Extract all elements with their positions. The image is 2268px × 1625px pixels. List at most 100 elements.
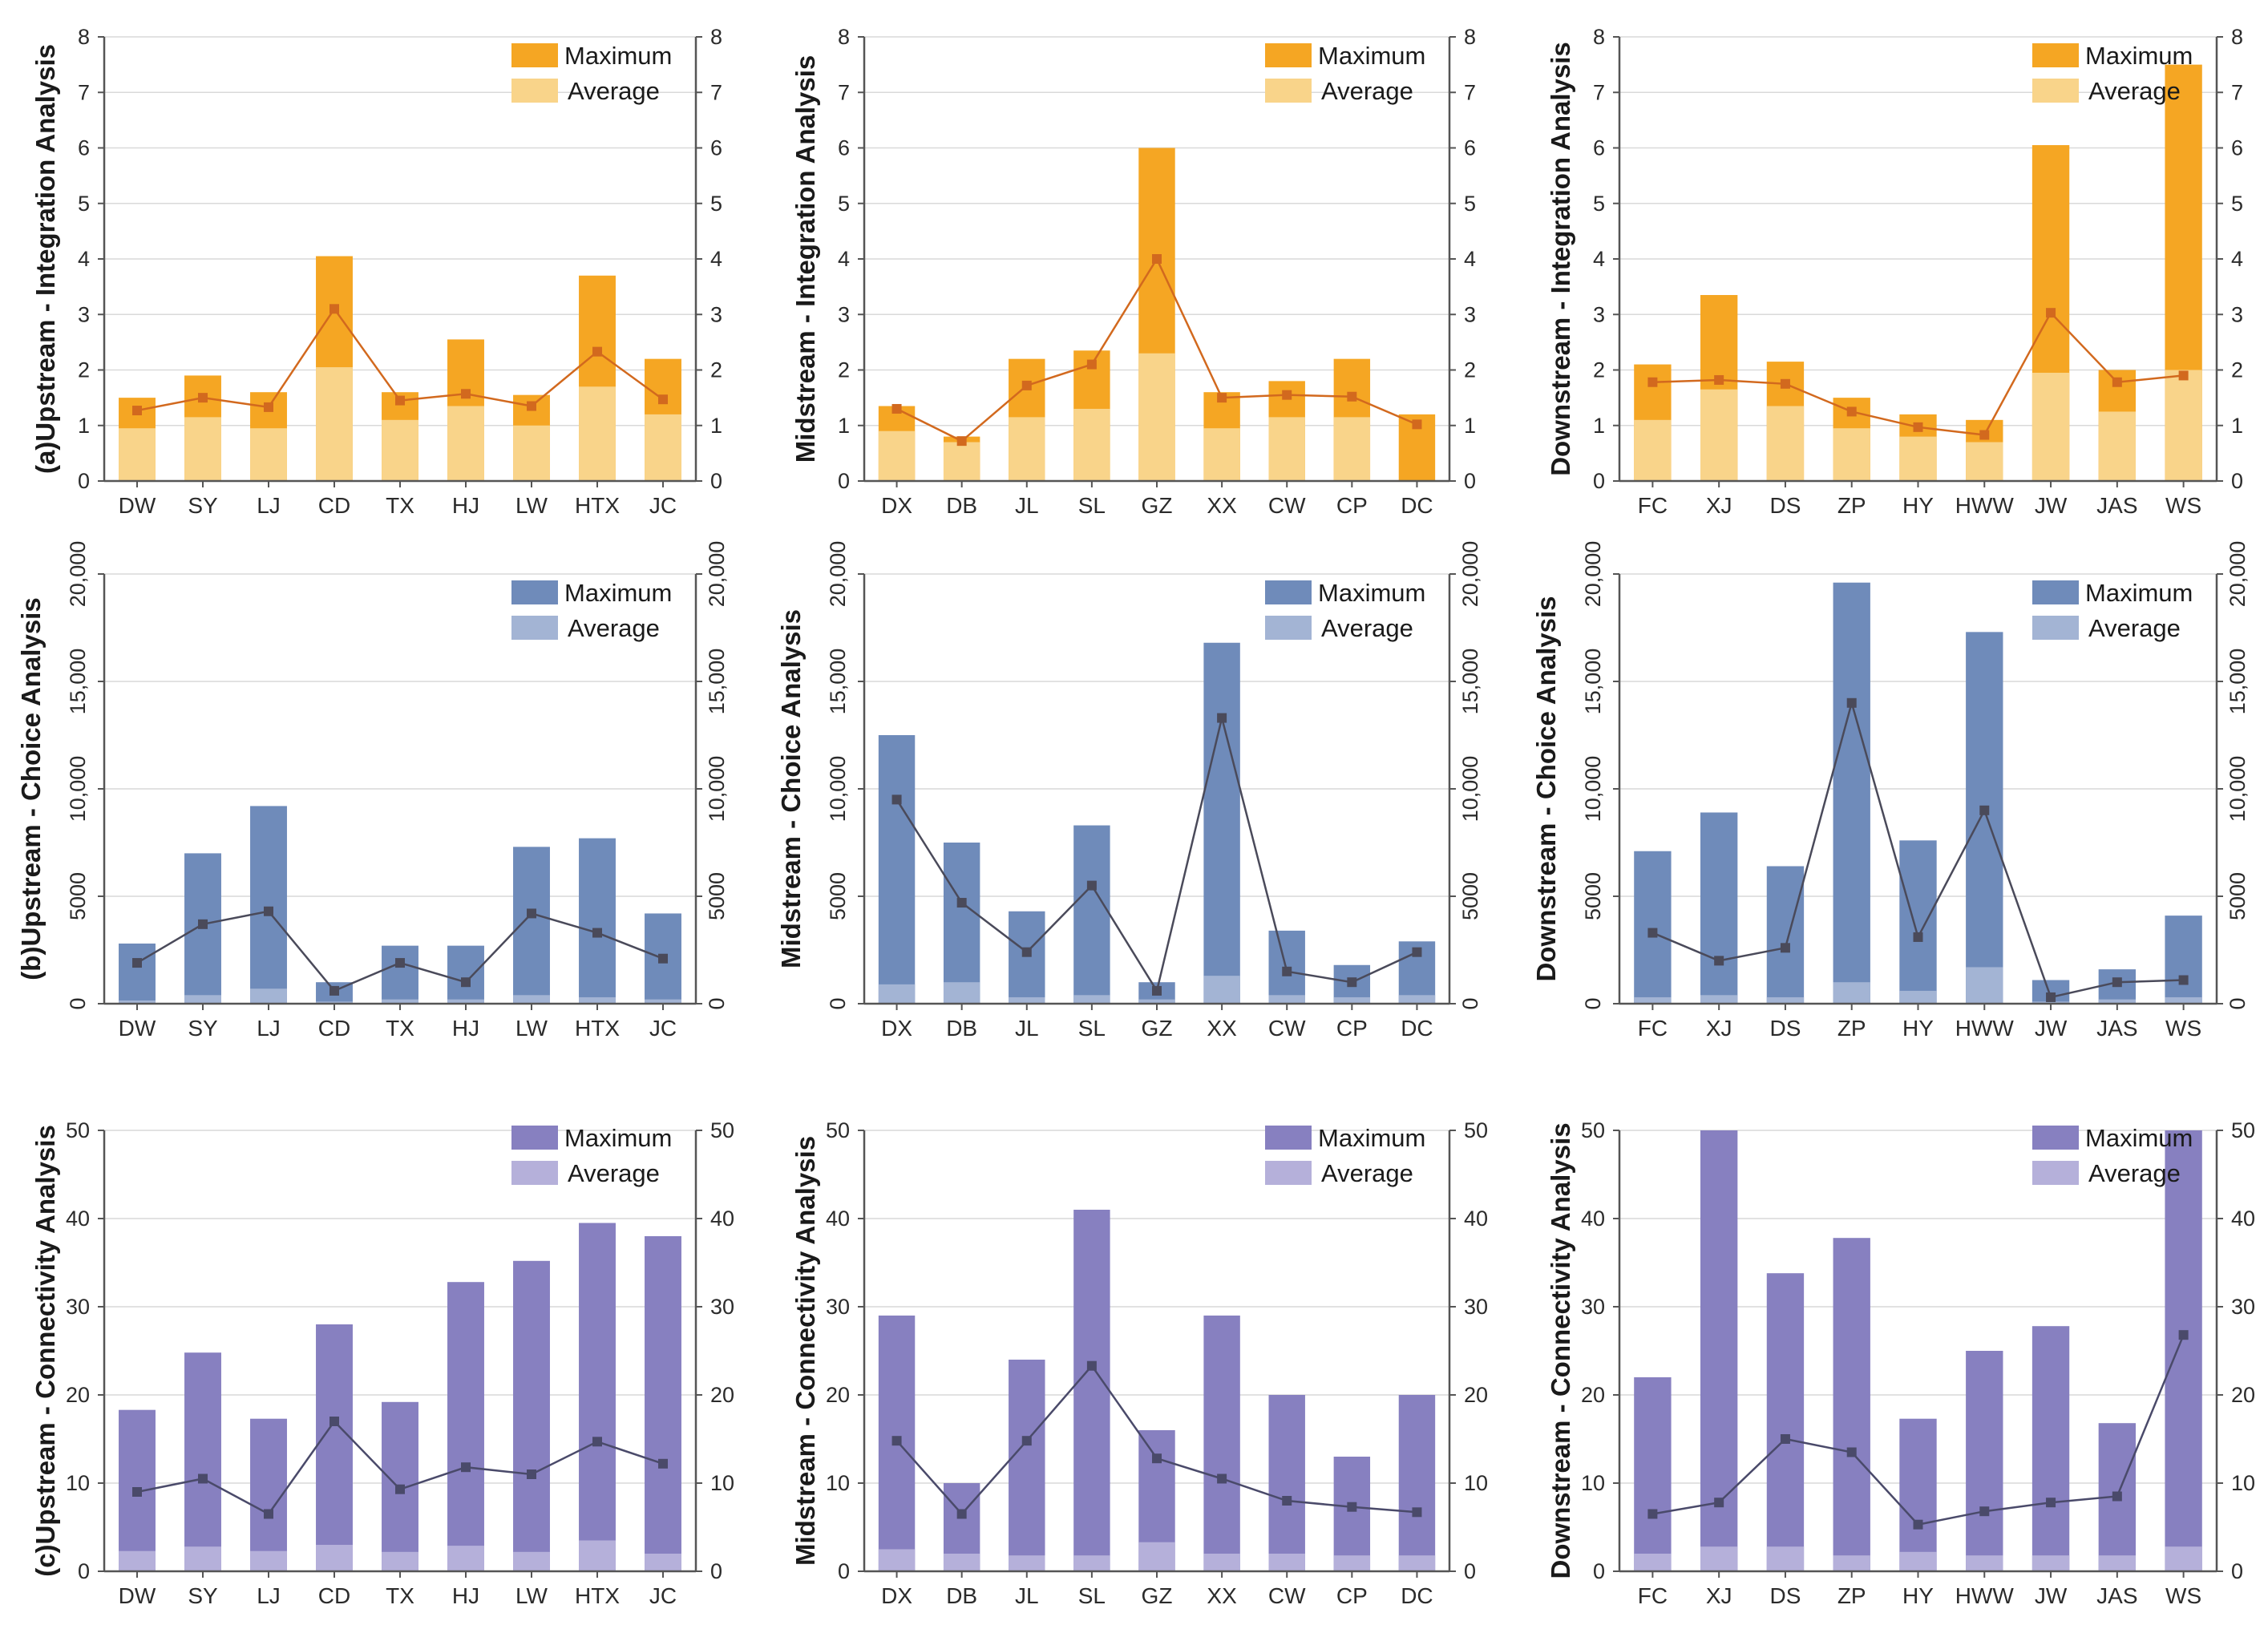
category-label: HJ [452, 1583, 479, 1608]
bar-maximum [1333, 1457, 1371, 1571]
category-label: JAS [2096, 1583, 2137, 1608]
right-tick-label: 7 [710, 80, 722, 104]
category-label: TX [386, 1583, 414, 1608]
category-label: JL [1015, 1583, 1039, 1608]
bar-average [1073, 995, 1110, 1004]
category-label: WS [2165, 1016, 2201, 1041]
left-tick-label: 0 [78, 469, 90, 493]
bar-average [579, 386, 616, 481]
legend-swatch-average [511, 616, 558, 640]
bar-average [1634, 996, 1672, 1004]
right-tick-label: 50 [2231, 1118, 2255, 1142]
bar-average [382, 1551, 418, 1571]
bar-maximum [1833, 1238, 1870, 1571]
bar-maximum [1634, 1377, 1672, 1571]
category-label: LW [515, 1583, 548, 1608]
category-label: FC [1638, 493, 1668, 518]
line-point [1647, 377, 1658, 387]
bar-maximum [579, 838, 616, 1004]
category-label: CW [1268, 1016, 1306, 1041]
line-point [264, 906, 273, 916]
right-tick-label: 20 [1464, 1383, 1488, 1407]
left-tick-label: 4 [78, 247, 90, 271]
bar-average [119, 428, 156, 481]
left-tick-label: 15,000 [1581, 649, 1605, 715]
chart-panel-4: 0 0 5000 5000 10,000 10,000 15,000 15,000 20,000… [16, 541, 729, 1041]
right-tick-label: 5000 [1458, 872, 1482, 920]
right-tick-label: 0 [1464, 469, 1476, 493]
line-point [2178, 1330, 2189, 1340]
bar-average [1966, 967, 2003, 1004]
category-label: SY [188, 493, 218, 518]
line-point [1412, 1507, 1422, 1518]
left-tick-label: 15,000 [66, 649, 90, 715]
legend-swatch-maximum [511, 1126, 558, 1150]
right-tick-label: 5 [1464, 192, 1476, 216]
right-tick-label: 0 [2231, 469, 2243, 493]
line-point [132, 1487, 142, 1497]
category-label: WS [2165, 493, 2201, 518]
bar-average [316, 1545, 353, 1571]
bar-maximum [382, 945, 418, 1004]
bar-maximum [878, 735, 916, 1004]
line-point [658, 394, 668, 405]
left-tick-label: 10 [66, 1471, 90, 1495]
bar-average [250, 988, 287, 1004]
line-point [2112, 977, 2122, 988]
category-label: CW [1268, 493, 1306, 518]
line-point [461, 977, 471, 988]
category-label: CP [1336, 1016, 1368, 1041]
right-tick-label: 20 [710, 1383, 734, 1407]
line-point [527, 1469, 536, 1479]
right-tick-label: 10,000 [2226, 756, 2250, 823]
category-label: DW [119, 1583, 156, 1608]
line-point [1979, 430, 1990, 440]
category-label: HWW [1955, 1583, 2015, 1608]
category-label: JL [1015, 493, 1039, 518]
category-label: DX [881, 1583, 912, 1608]
left-tick-label: 5 [1593, 192, 1605, 216]
left-tick-label: 40 [826, 1207, 850, 1231]
y-axis-title: Downstream - Connectivity Analysis [1546, 1122, 1575, 1579]
bar-maximum [1073, 825, 1110, 1004]
bar-average [878, 431, 916, 481]
line-point [1347, 1502, 1357, 1512]
category-label: SL [1078, 1583, 1106, 1608]
bar-maximum [1073, 1210, 1110, 1571]
bar-average [447, 999, 484, 1004]
legend-label-average: Average [568, 1159, 660, 1187]
line-point [1086, 1360, 1097, 1371]
category-label: CD [318, 493, 350, 518]
legend-label-maximum: Maximum [1318, 42, 1425, 70]
y-axis-title: Downstream - Integration Analysis [1546, 42, 1575, 476]
line-point [1714, 374, 1724, 385]
line-point [329, 1417, 339, 1426]
line-point [592, 928, 602, 938]
line-point [395, 958, 405, 968]
line-point [1217, 393, 1227, 403]
line-point [2046, 308, 2056, 318]
bar-maximum [1009, 911, 1045, 1004]
line-point [132, 406, 142, 416]
category-label: HY [1902, 1583, 1934, 1608]
right-tick-label: 0 [705, 997, 729, 1009]
line-point [395, 1484, 405, 1494]
bar-average [1009, 1555, 1045, 1571]
category-label: TX [386, 493, 414, 518]
left-tick-label: 40 [1581, 1207, 1605, 1231]
right-tick-label: 8 [2231, 25, 2243, 49]
line-point [2046, 992, 2056, 1002]
right-tick-label: 20 [2231, 1383, 2255, 1407]
category-label: XJ [1706, 1583, 1732, 1608]
bar-average [1899, 436, 1937, 481]
left-tick-label: 8 [1593, 25, 1605, 49]
left-tick-label: 5000 [66, 872, 90, 920]
line-point [1913, 422, 1923, 432]
bar-maximum [1966, 632, 2003, 1004]
right-tick-label: 0 [2231, 1559, 2243, 1583]
bar-maximum [1398, 1395, 1436, 1571]
line-point [1021, 1436, 1032, 1446]
left-tick-label: 20 [826, 1383, 850, 1407]
bar-average [878, 984, 916, 1004]
legend-swatch-average [2032, 616, 2079, 640]
